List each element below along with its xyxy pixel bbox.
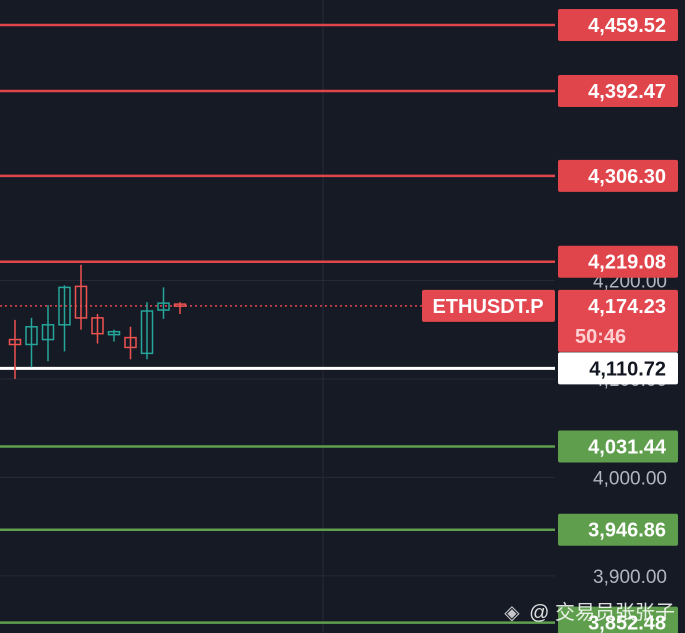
logo-icon: ◈: [504, 602, 520, 624]
candle-body: [58, 286, 71, 326]
watermark: ◈ @ 交易员张张子: [504, 596, 675, 625]
candle-body: [157, 302, 170, 311]
level-label: 3,946.86: [588, 520, 666, 542]
level-label-box: [558, 9, 678, 41]
candle-body: [41, 324, 55, 341]
level-label: 3,852.48: [588, 613, 666, 633]
candle-body: [74, 285, 88, 319]
level-label: 4,392.47: [588, 81, 666, 103]
level-label: 4,110.72: [589, 358, 666, 380]
level-label-box: [558, 430, 678, 463]
y-tick-label: 3,900.00: [593, 567, 667, 588]
symbol-label-box: [422, 289, 555, 322]
level-label-box: [558, 159, 678, 192]
level-label-box: [558, 245, 678, 278]
candle-body: [107, 330, 121, 336]
level-label-box: [558, 352, 678, 385]
level-label: 4,031.44: [588, 436, 667, 458]
last-price-box: [558, 289, 678, 352]
last-price-label: 4,174.23: [588, 296, 666, 318]
candle-body: [173, 303, 187, 307]
level-label-box: [558, 606, 678, 633]
level-label: 4,219.08: [588, 252, 666, 274]
candle-body: [140, 310, 154, 355]
level-label-box: [558, 75, 678, 108]
watermark-text: @ 交易员张张子: [529, 602, 675, 624]
candle-body: [25, 326, 38, 346]
level-label: 4,306.30: [588, 166, 666, 188]
level-label: 4,459.52: [588, 15, 666, 37]
countdown-label: 50:46: [575, 326, 626, 348]
candle-body: [124, 336, 137, 349]
y-tick-label: 4,000.00: [593, 468, 667, 489]
symbol-label: ETHUSDT.P: [432, 296, 543, 318]
level-label-box: [558, 513, 678, 546]
candle-body: [8, 338, 22, 346]
candle-body: [91, 317, 104, 335]
